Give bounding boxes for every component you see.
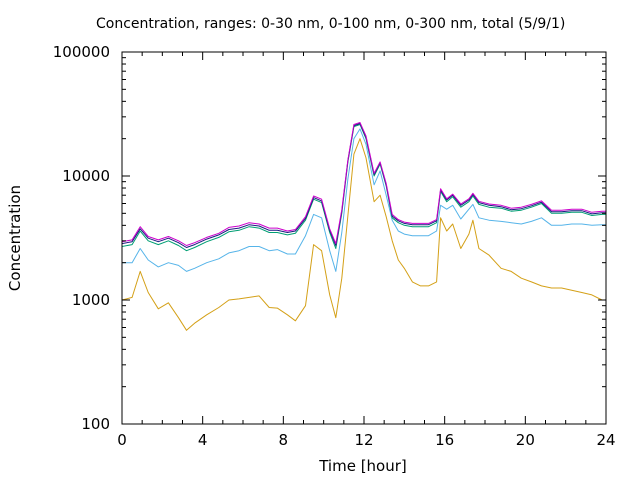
x-tick-label: 24	[596, 431, 615, 449]
x-tick-label: 0	[117, 431, 127, 449]
series-line-5	[121, 122, 606, 246]
y-tick-label: 100000	[53, 43, 110, 61]
series-line-2	[122, 128, 606, 272]
x-tick-label: 16	[435, 431, 454, 449]
y-tick-label: 100	[81, 415, 110, 433]
chart-title: Concentration, ranges: 0-30 nm, 0-100 nm…	[96, 16, 565, 32]
y-tick-label: 10000	[62, 167, 110, 185]
y-tick-label: 1000	[72, 291, 110, 309]
axis-ticks: 0 4 8 12 16 20 24 100 1000 10000 100000	[53, 43, 616, 449]
plot-frame	[121, 51, 607, 425]
x-tick-label: 4	[198, 431, 208, 449]
x-axis-label: Time [hour]	[318, 457, 407, 475]
y-axis-label: Concentration	[6, 185, 24, 291]
x-tick-label: 20	[516, 431, 535, 449]
series-line-1	[121, 138, 606, 331]
plot-area	[121, 122, 606, 331]
x-tick-label: 12	[354, 431, 373, 449]
series-line-4	[121, 123, 606, 248]
x-tick-label: 8	[279, 431, 289, 449]
series-line-3	[121, 124, 606, 252]
